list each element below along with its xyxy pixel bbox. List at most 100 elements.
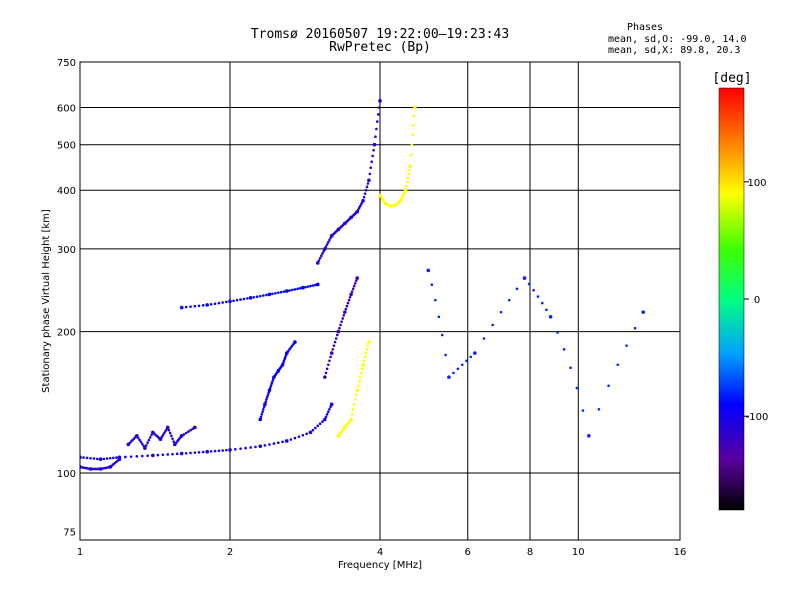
data-point — [261, 410, 264, 414]
data-point — [426, 268, 431, 273]
y-tick-label: 75 — [63, 528, 76, 539]
data-point — [323, 247, 327, 251]
series-e-layer-o-trace — [80, 402, 334, 461]
data-point — [248, 296, 253, 300]
data-point — [244, 446, 247, 450]
data-point — [184, 305, 188, 309]
data-point — [367, 340, 371, 344]
data-point — [607, 384, 610, 388]
data-point — [276, 291, 280, 295]
data-point — [135, 455, 139, 458]
y-tick-label: 400 — [57, 186, 76, 197]
data-point — [140, 442, 144, 446]
data-point — [246, 297, 249, 300]
series-spread-echoes-2-2-2-9-mhz — [258, 340, 297, 422]
y-tick-label: 200 — [57, 328, 76, 339]
data-point — [82, 456, 85, 459]
data-point — [161, 433, 165, 437]
data-point — [175, 452, 179, 456]
data-point — [641, 310, 646, 314]
data-point — [270, 382, 273, 385]
data-point — [301, 433, 305, 437]
data-point — [293, 340, 297, 344]
x-tick-label: 1 — [77, 547, 83, 558]
data-point — [315, 282, 320, 287]
data-point — [344, 307, 348, 311]
data-point — [205, 303, 209, 307]
data-point — [193, 304, 197, 308]
x-tick-label: 8 — [527, 547, 533, 558]
data-point — [225, 448, 228, 452]
colorbar-tick-label: -100 — [746, 412, 769, 423]
x-axis-label: Frequency [MHz] — [338, 560, 422, 571]
data-point — [346, 301, 350, 305]
data-point — [167, 428, 171, 432]
data-point — [124, 455, 127, 459]
data-point — [217, 301, 221, 305]
data-point — [350, 290, 354, 293]
data-point — [365, 185, 369, 189]
data-point — [281, 361, 285, 365]
x-tick-label: 2 — [227, 547, 233, 558]
data-point — [556, 331, 559, 334]
data-point — [409, 153, 413, 157]
data-point — [324, 371, 328, 375]
data-point — [473, 351, 477, 355]
data-point — [242, 297, 246, 301]
series-x-trace-low — [336, 340, 371, 438]
data-point — [85, 456, 89, 460]
data-point — [456, 367, 460, 371]
data-point — [327, 240, 330, 244]
data-point — [197, 451, 201, 454]
data-point — [633, 326, 637, 330]
data-point — [329, 351, 334, 355]
data-point — [375, 127, 378, 131]
y-tick-label: 500 — [57, 141, 76, 152]
data-point — [323, 417, 327, 422]
data-point — [333, 340, 337, 344]
data-point — [353, 282, 357, 285]
data-point — [268, 386, 272, 390]
series-high-altitude-band — [179, 282, 320, 310]
data-point — [335, 333, 339, 337]
data-point — [288, 348, 291, 351]
data-point — [171, 437, 174, 440]
series-low-e-trace — [80, 457, 122, 471]
data-points — [80, 99, 646, 471]
series-scattered-noise — [426, 268, 646, 438]
data-point — [507, 298, 511, 302]
data-point — [355, 388, 359, 393]
data-point — [339, 323, 342, 327]
data-point — [318, 422, 322, 426]
data-point — [239, 298, 242, 301]
data-point — [293, 288, 297, 291]
data-point — [272, 442, 276, 445]
data-point — [327, 363, 330, 367]
data-point — [324, 245, 328, 248]
data-point — [239, 447, 242, 450]
data-point — [179, 305, 184, 310]
data-point — [412, 123, 415, 127]
data-point — [460, 363, 464, 367]
data-point — [150, 433, 153, 437]
chart-title: Tromsø 20160507 19:22:00–19:23:43 — [250, 27, 510, 42]
data-point — [267, 388, 272, 393]
data-point — [327, 410, 330, 414]
data-point — [290, 288, 294, 292]
data-point — [156, 453, 160, 457]
data-point — [363, 192, 367, 195]
data-point — [274, 291, 277, 295]
data-point — [108, 456, 112, 460]
data-point — [311, 428, 315, 432]
data-point — [193, 425, 197, 430]
data-point — [209, 450, 213, 453]
data-point — [316, 424, 320, 428]
data-point — [411, 133, 414, 137]
series-f-layer-x-trace — [378, 105, 417, 208]
data-point — [115, 456, 118, 459]
data-point — [329, 405, 332, 409]
data-point — [258, 294, 262, 298]
y-axis-label: Stationary phase Virtual Height [km] — [41, 209, 52, 393]
data-point — [323, 375, 327, 379]
data-point — [201, 450, 205, 454]
